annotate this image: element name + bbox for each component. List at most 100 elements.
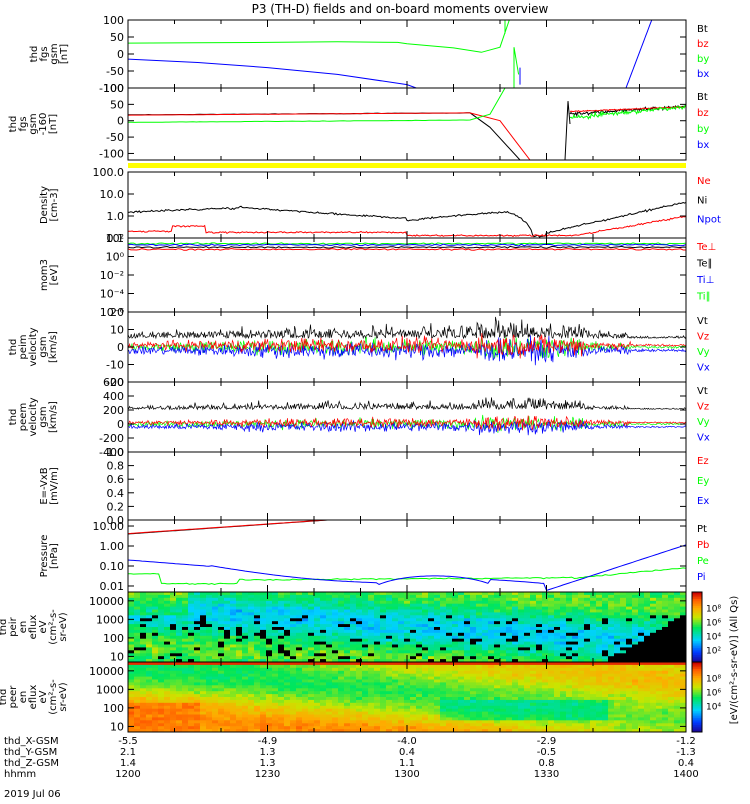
y-tick-label: 1000 <box>96 613 124 626</box>
heatmap-cell <box>386 598 393 602</box>
heatmap-cell <box>224 703 231 707</box>
heatmap-cell <box>266 703 273 707</box>
heatmap-cell <box>416 633 423 637</box>
heatmap-cell <box>410 615 417 619</box>
panel-plot-area <box>128 592 687 663</box>
heatmap-cell <box>194 615 201 619</box>
heatmap-cell <box>248 650 255 654</box>
heatmap-cell <box>392 668 399 672</box>
heatmap-cell <box>524 685 531 689</box>
heatmap-cell <box>206 633 213 637</box>
heatmap-cell <box>230 598 237 602</box>
heatmap-cell <box>338 598 345 602</box>
heatmap-cell <box>620 598 627 602</box>
heatmap-cell <box>158 668 165 672</box>
y-tick-label: 10² <box>106 232 124 245</box>
heatmap-cell <box>308 720 315 724</box>
legend-item: Vx <box>697 363 710 374</box>
heatmap-cell <box>500 615 507 619</box>
legend-item: Npot <box>697 215 721 226</box>
heatmap-cell <box>362 703 369 707</box>
legend-item: Bt <box>697 24 708 35</box>
heatmap-cell <box>440 650 447 654</box>
y-axis-label: [nT] <box>48 114 59 134</box>
heatmap-cell <box>458 720 465 724</box>
heatmap-cell <box>602 668 609 672</box>
heatmap-cell <box>554 650 561 654</box>
heatmap-cell <box>302 685 309 689</box>
heatmap-cell <box>650 615 657 619</box>
heatmap-cell <box>194 633 201 637</box>
heatmap-cell <box>344 668 351 672</box>
y-tick-label: 10000 <box>89 665 124 678</box>
heatmap-cell <box>494 633 501 637</box>
heatmap-cell <box>596 598 603 602</box>
heatmap-cell <box>560 703 567 707</box>
heatmap-cell <box>458 633 465 637</box>
heatmap-cell <box>488 615 495 619</box>
heatmap-cell <box>356 720 363 724</box>
heatmap-cell <box>356 668 363 672</box>
heatmap-cell <box>278 598 285 602</box>
heatmap-cell <box>602 703 609 707</box>
heatmap-cell <box>662 598 669 602</box>
heatmap-cell <box>626 703 633 707</box>
heatmap-cell <box>332 685 339 689</box>
heatmap-cell <box>428 650 435 654</box>
heatmap-cell <box>296 720 303 724</box>
heatmap-cell <box>674 598 681 602</box>
series-line-Vz <box>128 416 686 432</box>
heatmap-cell <box>620 668 627 672</box>
heatmap-cell <box>278 685 285 689</box>
legend-item: bz <box>697 39 709 50</box>
heatmap-cell <box>674 703 681 707</box>
heatmap-cell <box>590 633 597 637</box>
heatmap-cell <box>302 703 309 707</box>
heatmap-cell <box>488 685 495 689</box>
legend-item: Vy <box>697 417 710 428</box>
heatmap-cell <box>674 668 681 672</box>
heatmap-cell <box>626 633 633 637</box>
heatmap-cell <box>566 703 573 707</box>
heatmap-cell <box>488 668 495 672</box>
heatmap-cell <box>644 685 651 689</box>
heatmap-cell <box>566 615 573 619</box>
series-line-bx-rise <box>626 17 653 88</box>
heatmap-cell <box>512 668 519 672</box>
heatmap-cell <box>404 633 411 637</box>
y-tick-label: 50 <box>110 31 124 44</box>
heatmap-cell <box>344 720 351 724</box>
heatmap-cell <box>386 650 393 654</box>
heatmap-cell <box>242 598 249 602</box>
heatmap-cell <box>200 650 207 654</box>
heatmap-cell <box>272 615 279 619</box>
heatmap-cell <box>254 598 261 602</box>
heatmap-cell <box>608 668 615 672</box>
heatmap-cell <box>668 633 675 637</box>
heatmap-cell <box>176 703 183 707</box>
heatmap-cell <box>224 598 231 602</box>
heatmap-cell <box>380 633 387 637</box>
heatmap-cell <box>254 703 261 707</box>
heatmap-cell <box>164 668 171 672</box>
heatmap-cell <box>626 668 633 672</box>
heatmap-cell <box>656 720 663 724</box>
heatmap-cell <box>308 703 315 707</box>
heatmap-cell <box>422 720 429 724</box>
heatmap-cell <box>146 685 153 689</box>
heatmap-cell <box>128 685 135 689</box>
heatmap-cell <box>152 633 159 637</box>
heatmap-cell <box>578 720 585 724</box>
heatmap-cell <box>608 650 615 654</box>
heatmap-cell <box>140 615 147 619</box>
heatmap-cell <box>404 615 411 619</box>
heatmap-cell <box>638 685 645 689</box>
heatmap-cell <box>440 703 447 707</box>
y-tick-label: 100 <box>103 82 124 95</box>
heatmap-cell <box>482 615 489 619</box>
heatmap-cell <box>602 685 609 689</box>
heatmap-cell <box>434 633 441 637</box>
heatmap-cell <box>212 650 219 654</box>
heatmap-cell <box>626 650 633 654</box>
